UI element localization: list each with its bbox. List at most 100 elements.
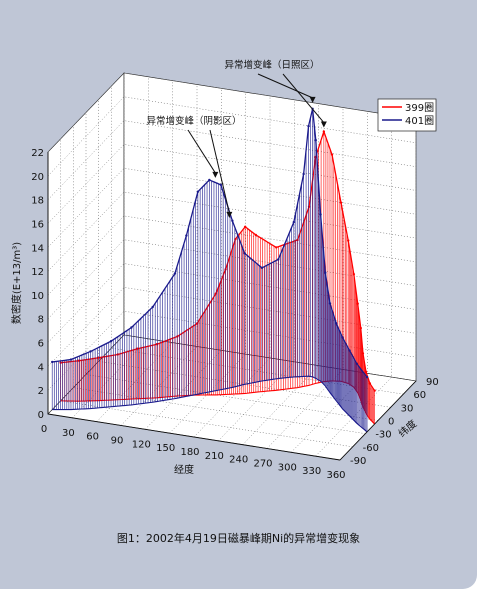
series-401 [51, 107, 369, 433]
series-line [52, 108, 368, 378]
data-point [260, 266, 264, 270]
z-tick-label: 4 [38, 362, 44, 373]
data-point [243, 252, 246, 255]
z-tick-label: 18 [31, 196, 44, 207]
data-point [196, 190, 200, 193]
data-point [335, 322, 338, 325]
y-tick-label: 90 [426, 377, 439, 388]
data-point [136, 347, 139, 350]
data-point [356, 302, 359, 305]
arrow-shadow-1-head [212, 171, 219, 178]
data-point [373, 389, 376, 392]
data-point [355, 362, 358, 365]
x-axis-label: 经度 [174, 463, 194, 476]
data-point [347, 239, 350, 242]
x-tick-label: 300 [278, 462, 297, 473]
gridline-x [291, 111, 368, 453]
arrow-shadow-2-head [226, 211, 233, 218]
x-tick-label: 30 [62, 428, 75, 439]
data-point [231, 219, 234, 222]
back-grid [47, 72, 417, 461]
gridline-x [242, 103, 319, 445]
annotations-layer: 异常增变峰（日照区） 异常增变峰（阴影区） [146, 59, 327, 218]
data-point [314, 138, 317, 142]
x-axis-line [47, 413, 341, 461]
z-tick-label: 22 [31, 148, 44, 159]
data-point [89, 350, 92, 353]
data-point [341, 336, 344, 339]
data-point [330, 153, 334, 156]
data-point [208, 178, 211, 182]
z-tick-label: 0 [38, 410, 44, 421]
data-point [69, 358, 73, 361]
z-tick-label: 10 [31, 291, 44, 302]
axes-layer: 0 30 60 90 120 150 180 210 240 270 300 330 360-90-60… [10, 148, 439, 481]
y-tick-label: 0 [388, 417, 394, 428]
arrow-day-1 [257, 73, 313, 99]
data-point [185, 234, 188, 237]
z-tick-label: 20 [31, 172, 44, 183]
arrow-day-1-head [309, 96, 316, 103]
legend-label: 401圈 [405, 115, 434, 127]
data-point [352, 273, 356, 276]
legend-box [377, 98, 437, 132]
data-point [173, 272, 177, 275]
gridline-x [145, 88, 222, 430]
legend-label: 399圈 [405, 102, 434, 114]
data-point [275, 246, 278, 249]
x-tick-label: 60 [86, 432, 99, 443]
y-tick-label: 60 [413, 390, 426, 401]
arrow-day-2-head [320, 121, 327, 128]
data-point [254, 233, 258, 237]
gridline-z [47, 72, 417, 153]
data-point [51, 360, 54, 364]
gridline-x [169, 92, 246, 434]
data-point [109, 340, 113, 343]
y-tick-label: -90 [350, 456, 366, 467]
data-point [365, 375, 369, 379]
z-tick-label: 8 [38, 315, 44, 326]
data-point [243, 225, 247, 228]
data-point [324, 271, 327, 274]
annotation-day-region: 异常增变峰（日照区） [224, 59, 319, 71]
z-axis-label: 数密度(E+13/m³) [10, 242, 23, 324]
y-tick-label: -30 [375, 430, 391, 441]
data-point [359, 326, 362, 330]
data-point [214, 292, 217, 295]
x-tick-label: 330 [302, 466, 321, 477]
data-point [319, 213, 322, 216]
data-point [130, 326, 133, 329]
data-point [361, 352, 365, 355]
data-point [328, 302, 332, 305]
data-point [348, 349, 351, 352]
x-tick-label: 210 [205, 451, 224, 462]
data-point [307, 124, 310, 128]
z-tick-label: 2 [38, 386, 44, 397]
x-tick-label: 90 [111, 436, 124, 447]
series-layer [51, 107, 376, 433]
y-axis-label: 纬度 [396, 417, 420, 440]
data-point [339, 201, 343, 204]
z-tick-label: 6 [38, 339, 44, 350]
arrow-shadow-2 [209, 129, 230, 214]
data-point [277, 258, 280, 261]
data-point [364, 370, 368, 374]
data-point [302, 172, 305, 176]
figure-caption: 图1：2002年4月19日磁暴峰期Ni的异常增变现象 [116, 532, 361, 545]
gridline-x [266, 107, 344, 449]
data-point [292, 220, 296, 224]
data-point [219, 183, 223, 187]
data-point [322, 130, 326, 133]
y-axis-line [339, 380, 417, 461]
x-tick-label: 0 [41, 424, 47, 435]
x-tick-label: 150 [156, 443, 175, 454]
data-point [368, 382, 372, 385]
x-tick-label: 120 [132, 439, 151, 450]
x-tick-label: 360 [326, 470, 345, 481]
z-tick-label: 12 [31, 267, 44, 278]
data-point [151, 305, 154, 309]
y-tick-label: 30 [401, 403, 414, 414]
annotation-shadow-region: 异常增变峰（阴影区） [146, 115, 241, 127]
x-tick-label: 240 [229, 455, 248, 466]
